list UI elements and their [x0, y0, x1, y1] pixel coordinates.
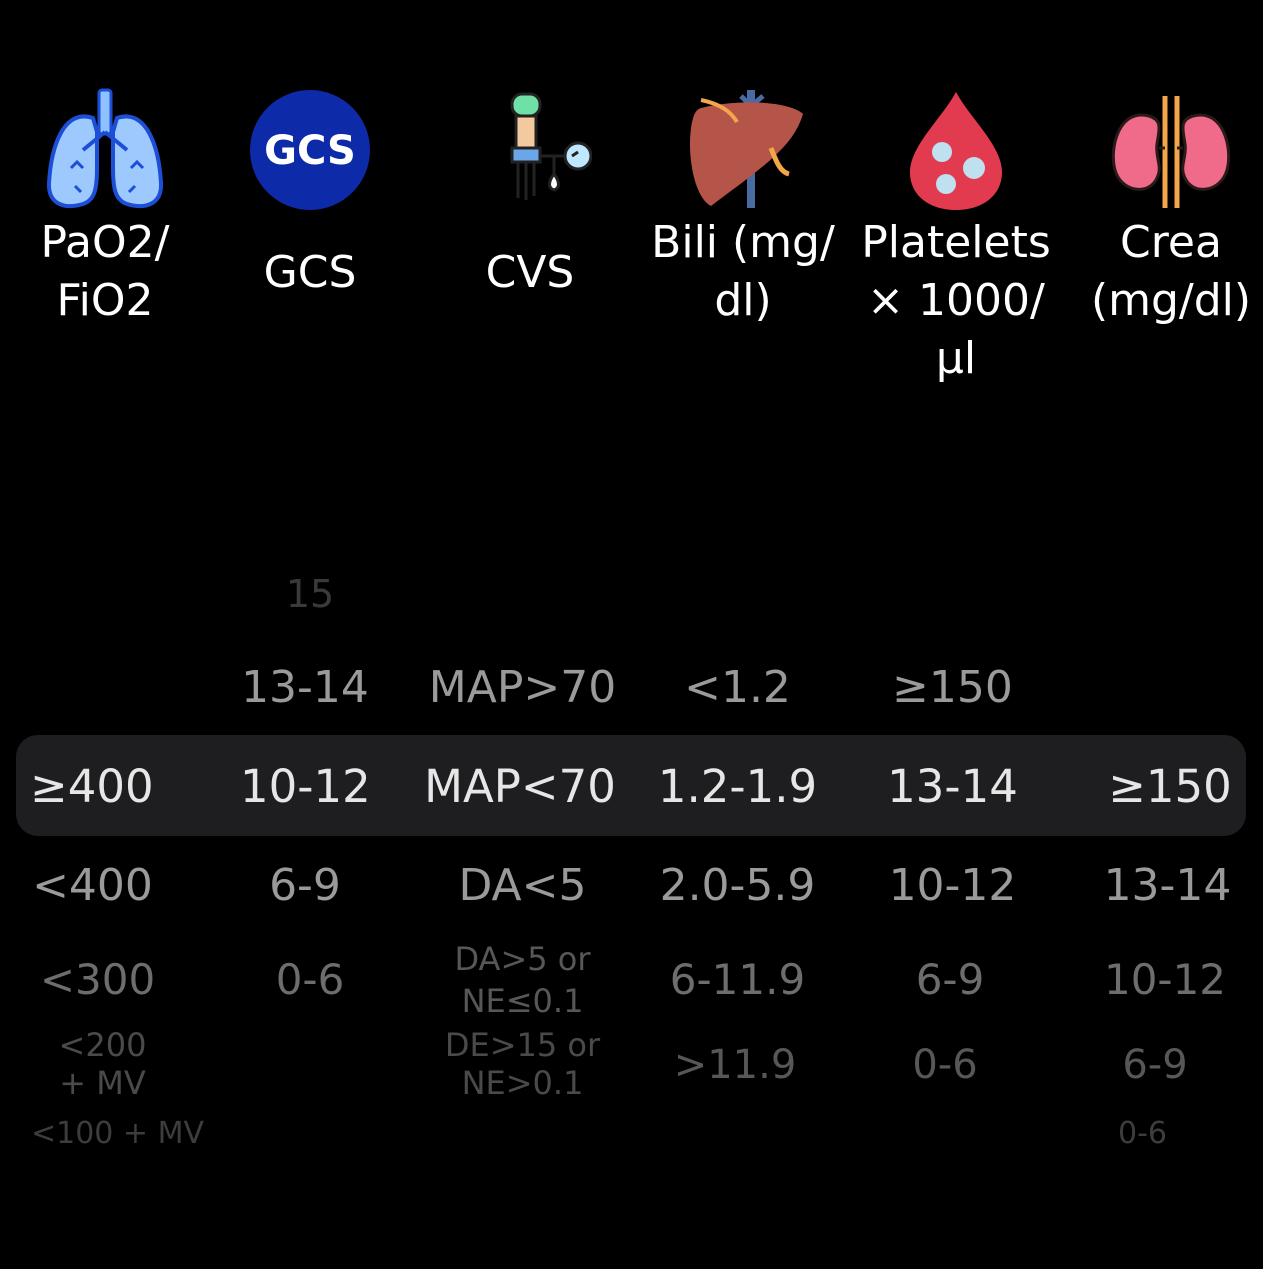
- picker-option-line-2: NE>0.1: [461, 1064, 584, 1102]
- picker-option[interactable]: 10-12: [888, 860, 1017, 911]
- column-label-line-2: dl): [714, 275, 772, 326]
- picker-option[interactable]: MAP>70: [428, 662, 617, 713]
- gcs-badge-text: GCS: [264, 128, 356, 174]
- picker-option[interactable]: DE>15 or NE>0.1: [425, 1026, 620, 1102]
- picker-option[interactable]: 6-9: [1122, 1042, 1188, 1088]
- picker-option[interactable]: ≥150: [892, 662, 1013, 713]
- picker-option-selected[interactable]: MAP<70: [424, 760, 616, 813]
- column-label-line-2: (mg/dl): [1090, 275, 1252, 326]
- column-label-line-1: Platelets: [861, 217, 1051, 268]
- picker-option[interactable]: 10-12: [1103, 955, 1227, 1004]
- picker-option[interactable]: 6-11.9: [669, 955, 806, 1004]
- picker-option-selected[interactable]: 10-12: [240, 760, 371, 813]
- lungs-icon: [46, 88, 164, 209]
- liver-icon: [689, 90, 803, 208]
- column-label-line-2: FiO2: [56, 275, 154, 326]
- picker-option[interactable]: <100 + MV: [30, 1116, 204, 1151]
- kidneys-icon: [1111, 96, 1231, 208]
- column-label-line-1: CVS: [485, 247, 575, 298]
- picker-option[interactable]: >11.9: [673, 1042, 797, 1088]
- picker-option[interactable]: DA>5 or NE≤0.1: [425, 938, 620, 1022]
- picker-option-line-2: + MV: [59, 1064, 146, 1102]
- picker-option-selected[interactable]: 13-14: [887, 760, 1018, 813]
- blood-pressure-cuff-icon: [510, 92, 592, 200]
- picker-option-selected[interactable]: 1.2-1.9: [657, 760, 818, 813]
- picker-selection-highlight: [16, 735, 1246, 836]
- gcs-badge-icon: GCS: [250, 90, 370, 210]
- column-label-line-1: PaO2/: [40, 217, 170, 268]
- picker-option[interactable]: 6-9: [269, 860, 341, 911]
- blood-drop-platelets-icon: [910, 92, 1002, 210]
- picker-option-selected[interactable]: ≥150: [1108, 760, 1232, 813]
- picker-option[interactable]: 0-6: [275, 955, 345, 1004]
- picker-option[interactable]: 2.0-5.9: [659, 860, 816, 911]
- picker-option[interactable]: 0-6: [1118, 1116, 1167, 1151]
- picker-option-line-1: DA>5 or: [454, 940, 591, 978]
- picker-option[interactable]: <200 + MV: [50, 1026, 155, 1102]
- picker-option[interactable]: <1.2: [684, 662, 791, 713]
- picker-option[interactable]: DA<5: [458, 860, 587, 911]
- picker-option-line-1: <200: [58, 1026, 147, 1064]
- picker-option[interactable]: 6-9: [915, 955, 985, 1004]
- picker-option-selected[interactable]: ≥400: [30, 760, 154, 813]
- picker-option[interactable]: <300: [39, 955, 156, 1004]
- picker-option-line-2: NE≤0.1: [461, 982, 584, 1020]
- column-label-line-1: GCS: [263, 247, 357, 298]
- picker-option[interactable]: <400: [32, 860, 153, 911]
- picker-option[interactable]: 13-14: [1103, 860, 1232, 911]
- picker-option-line-1: DE>15 or: [444, 1026, 601, 1064]
- column-label-line-2: × 1000/µl: [867, 275, 1045, 384]
- picker-option[interactable]: 0-6: [912, 1042, 978, 1088]
- picker-option[interactable]: 13-14: [241, 662, 369, 713]
- column-label-line-1: Crea: [1120, 217, 1222, 268]
- picker-option[interactable]: 15: [285, 572, 335, 616]
- column-label-line-1: Bili (mg/: [651, 217, 835, 268]
